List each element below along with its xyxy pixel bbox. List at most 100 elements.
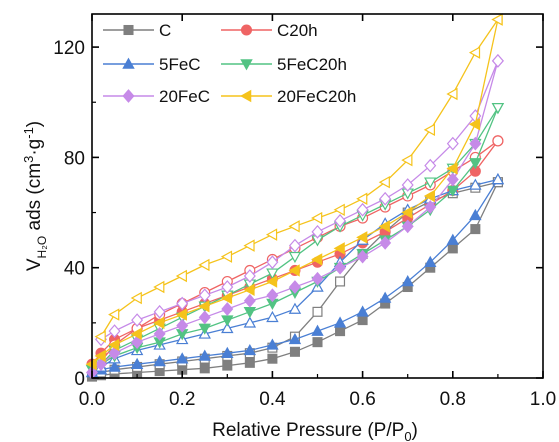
data-point-20fec20h-desorption-13 — [198, 258, 210, 272]
data-point-20fec20h-adsorption-14 — [378, 220, 390, 233]
data-point-20fec-adsorption-2 — [108, 346, 121, 361]
data-point-20fec-adsorption-10 — [288, 280, 301, 294]
data-point-20fec-adsorption-7 — [221, 302, 234, 316]
data-point-5fec-adsorption-16 — [424, 255, 437, 267]
data-point-20fec-adsorption-12 — [334, 260, 347, 275]
legend-label-20fec: 20FeC — [159, 87, 210, 106]
data-point-20fec-adsorption-5 — [176, 318, 189, 333]
data-point-5fec-desorption-12 — [221, 321, 234, 334]
data-point-5fec-adsorption-11 — [311, 324, 324, 336]
data-point-5fec-adsorption-14 — [378, 291, 392, 303]
data-point-5fec-adsorption-9 — [266, 338, 279, 350]
y-axis-title-dot: ·g — [24, 139, 45, 156]
data-point-20fec-desorption-6 — [356, 202, 369, 217]
data-point-20fec-adsorption-4 — [153, 326, 166, 341]
data-point-5fec20h-desorption-0 — [491, 102, 505, 115]
data-point-20fec20h-adsorption-6 — [198, 300, 210, 313]
data-point-20fec20h-adsorption-15 — [401, 206, 413, 219]
legend-marker-c — [123, 24, 134, 36]
data-point-5fec20h-adsorption-18 — [469, 158, 482, 170]
data-point-5fec-adsorption-6 — [198, 349, 211, 361]
x-tick-label: 0.4 — [259, 389, 286, 410]
data-point-20fec20h-adsorption-4 — [153, 316, 165, 330]
data-point-20fec-adsorption-11 — [311, 271, 324, 286]
legend-label-c: C — [159, 21, 171, 40]
data-point-20fec-desorption-16 — [131, 313, 144, 327]
data-point-5fec-adsorption-15 — [401, 275, 414, 287]
data-point-20fec-adsorption-18 — [469, 136, 482, 151]
data-point-c-adsorption-18 — [470, 224, 481, 235]
y-tick-label: 0 — [74, 369, 85, 390]
data-point-20fec-adsorption-16 — [424, 200, 437, 214]
data-point-20fec20h-adsorption-17 — [446, 162, 458, 175]
x-tick-label: 0.8 — [440, 389, 466, 410]
data-point-20fec20h-desorption-9 — [288, 220, 300, 233]
data-point-5fec-adsorption-2 — [108, 360, 121, 372]
data-point-c-adsorption-13 — [357, 315, 368, 326]
y-axis-title-sup1: 3 — [21, 156, 36, 163]
data-point-20fec20h-adsorption-5 — [175, 308, 187, 321]
legend-symbols — [103, 24, 272, 103]
data-point-20fec20h-desorption-15 — [153, 280, 165, 294]
data-point-20fec-adsorption-6 — [198, 310, 211, 325]
data-point-5fec-desorption-11 — [243, 316, 257, 328]
data-point-5fec-desorption-1 — [469, 178, 482, 190]
data-point-20fec-desorption-14 — [176, 296, 189, 311]
x-axis-title-end: ) — [412, 420, 418, 441]
data-point-20fec-adsorption-9 — [266, 288, 279, 303]
legend-label-20fec20h: 20FeC20h — [277, 87, 356, 106]
y-tick-label: 40 — [64, 259, 85, 280]
data-point-20fec20h-adsorption-18 — [468, 118, 481, 131]
data-point-20fec-adsorption-1 — [95, 357, 108, 372]
data-point-5fec20h-desorption-3 — [424, 177, 437, 189]
data-point-20fec20h-desorption-10 — [265, 228, 278, 241]
data-point-20fec-desorption-3 — [424, 158, 437, 173]
legend-marker-5fec20h — [240, 59, 253, 71]
data-point-20fec20h-desorption-11 — [243, 239, 255, 252]
data-point-5fec-desorption-10 — [266, 310, 279, 323]
axes-layer: 0.0 0.2 0.4 0.6 0.8 1.0 0 40 80 120 — [53, 13, 556, 410]
data-point-20fec20h-desorption-0 — [491, 13, 503, 26]
data-point-20fec20h-desorption-12 — [220, 250, 233, 263]
data-point-20fec20h-adsorption-2 — [108, 338, 120, 352]
data-point-20fec-desorption-0 — [491, 53, 504, 68]
legend-marker-5fec — [122, 57, 135, 69]
data-point-c-desorption-7 — [335, 276, 346, 287]
y-axis-title-end: ) — [24, 121, 45, 127]
data-point-5fec-adsorption-8 — [243, 343, 257, 356]
data-point-20fec-desorption-13 — [198, 288, 211, 303]
data-point-5fec20h-adsorption-7 — [221, 315, 234, 327]
legend-marker-20fec20h — [240, 89, 252, 103]
legend-label-5fec: 5FeC — [159, 55, 201, 74]
data-point-20fec-desorption-5 — [379, 191, 392, 206]
data-point-20fec-adsorption-8 — [243, 293, 256, 308]
data-point-c-adsorption-6 — [199, 363, 210, 374]
data-point-20fec20h-desorption-2 — [446, 87, 458, 101]
data-point-20fec20h-desorption-14 — [175, 269, 187, 283]
data-point-20fec20h-desorption-6 — [356, 192, 368, 205]
x-axis-title-sub: 0 — [404, 429, 411, 442]
data-point-20fec20h-desorption-4 — [401, 153, 413, 167]
data-point-5fec-adsorption-12 — [333, 316, 347, 328]
data-point-5fec20h-desorption-9 — [288, 251, 302, 264]
data-point-20fec20h-adsorption-10 — [288, 264, 300, 277]
legend-label-c20h: C20h — [277, 21, 318, 40]
data-point-c-adsorption-10 — [289, 346, 300, 357]
data-point-20fec-desorption-11 — [243, 269, 256, 283]
data-point-c-adsorption-11 — [312, 337, 323, 348]
y-axis-title-v: V — [24, 258, 45, 271]
data-point-c-adsorption-9 — [267, 353, 278, 364]
data-point-20fec-desorption-17 — [108, 324, 121, 339]
data-point-20fec20h-desorption-1 — [468, 46, 481, 59]
data-point-20fec-desorption-7 — [334, 213, 347, 228]
data-point-5fec-adsorption-13 — [356, 305, 369, 317]
data-point-20fec-desorption-15 — [153, 304, 166, 319]
data-point-20fec-desorption-9 — [288, 238, 301, 253]
data-point-20fec20h-adsorption-9 — [265, 275, 278, 288]
data-point-20fec-desorption-8 — [311, 224, 324, 239]
data-point-5fec20h-adsorption-8 — [243, 307, 257, 319]
data-point-20fec-adsorption-15 — [401, 219, 414, 234]
series-layer — [85, 13, 505, 382]
legend: C C20h 5FeC 5FeC20h 20FeC 20FeC20h — [103, 21, 356, 106]
